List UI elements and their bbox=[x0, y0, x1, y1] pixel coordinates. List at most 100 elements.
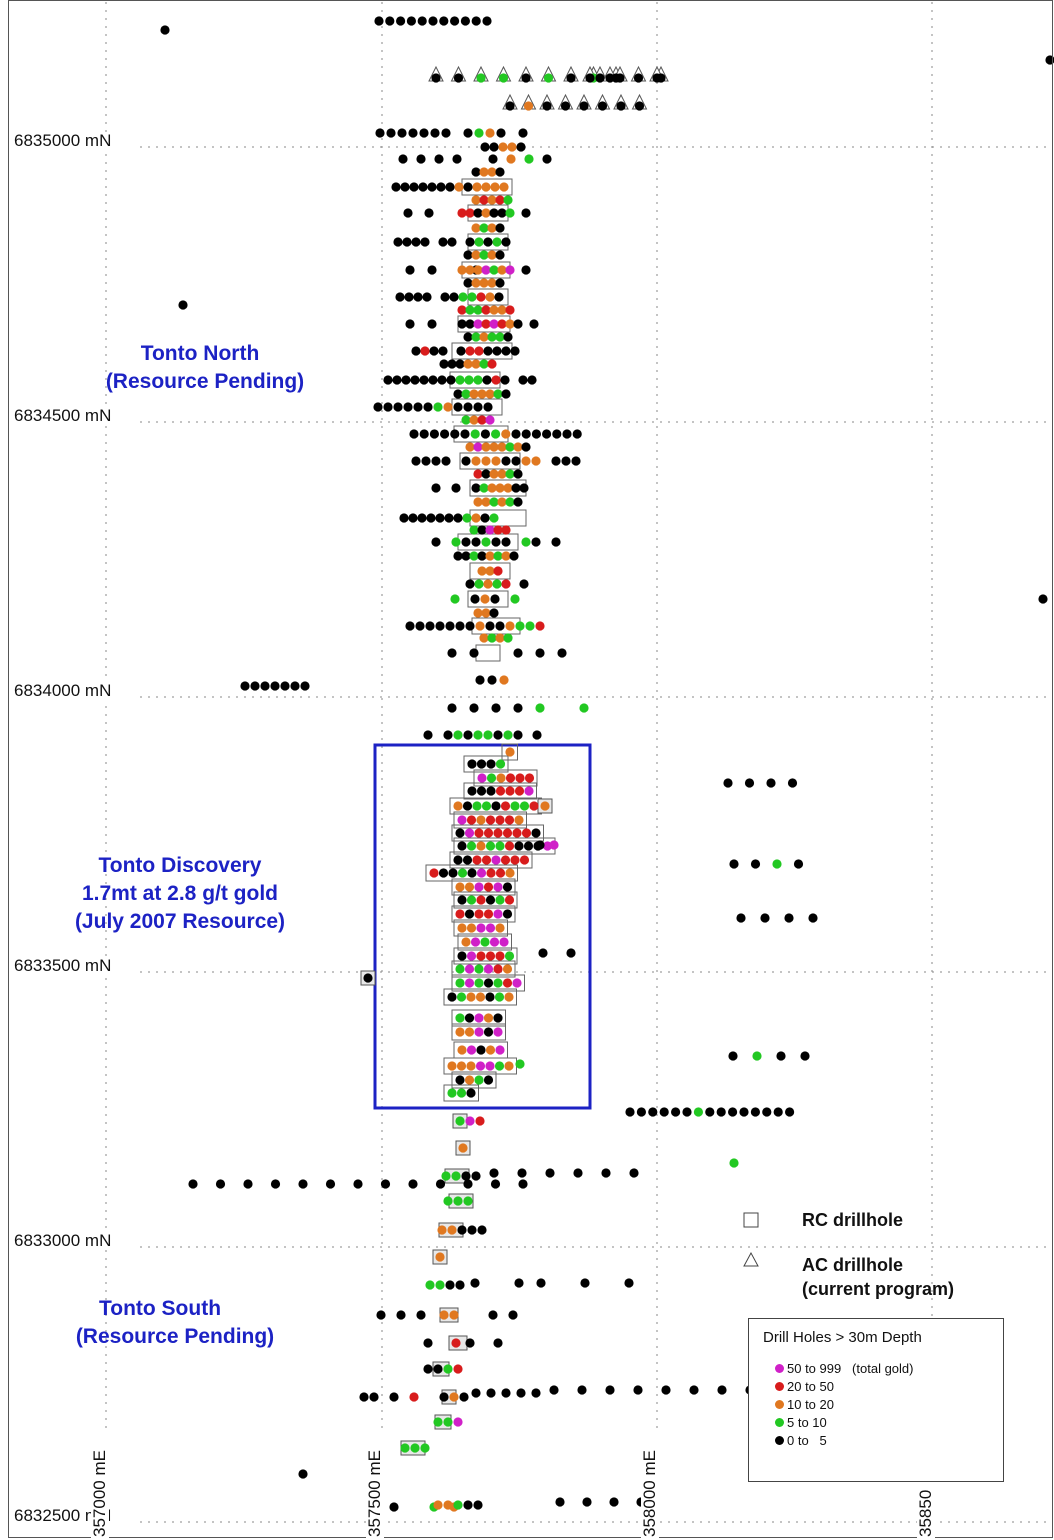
drillhole-collar bbox=[671, 1107, 681, 1117]
drillhole-collar bbox=[634, 101, 645, 111]
drillhole-collar bbox=[750, 859, 761, 869]
drillhole-collar bbox=[395, 292, 405, 302]
drillhole-collar bbox=[505, 868, 515, 878]
drillhole-collar bbox=[445, 1280, 455, 1290]
drillhole-collar bbox=[438, 237, 448, 247]
drillhole-collar bbox=[538, 948, 548, 958]
drillhole-collar bbox=[435, 1280, 445, 1290]
legend-item-green: 5 to 10 bbox=[775, 1415, 827, 1430]
rc-drillhole-square bbox=[443, 1084, 479, 1102]
drillhole-collar bbox=[497, 265, 507, 275]
drillhole-collar bbox=[495, 759, 506, 769]
drillhole-collar bbox=[426, 513, 436, 523]
drillhole-collar bbox=[513, 497, 523, 507]
drillhole-collar bbox=[463, 1500, 473, 1510]
drillhole-collar bbox=[513, 469, 523, 479]
drillhole-collar bbox=[485, 525, 495, 535]
drillhole-collar bbox=[483, 978, 494, 988]
rc-drillhole-square bbox=[453, 891, 518, 909]
drillhole-collar bbox=[453, 855, 463, 865]
drillhole-collar bbox=[453, 801, 463, 811]
drillhole-collar bbox=[659, 1107, 669, 1117]
drillhole-collar bbox=[488, 154, 498, 164]
drillhole-collar bbox=[516, 1388, 526, 1398]
drillhole-collar bbox=[549, 840, 559, 850]
drillhole-collar bbox=[431, 537, 441, 547]
drillhole-collar bbox=[521, 456, 531, 466]
drillhole-collar bbox=[497, 497, 507, 507]
drillhole-collar bbox=[571, 456, 581, 466]
drillhole-collar bbox=[525, 621, 535, 631]
drillhole-collar bbox=[447, 1225, 457, 1235]
drillhole-collar bbox=[808, 913, 818, 923]
drillhole-collar bbox=[393, 237, 403, 247]
drillhole-collar bbox=[793, 859, 804, 869]
grade-legend: Drill Holes > 30m Depth 50 to 999 (total… bbox=[748, 1318, 1004, 1482]
drillhole-collar bbox=[409, 1392, 419, 1402]
drillhole-collar bbox=[423, 402, 433, 412]
drillhole-collar bbox=[524, 154, 534, 164]
drillhole-collar bbox=[479, 195, 489, 205]
drillhole-collar bbox=[455, 359, 465, 369]
drillhole-collar bbox=[504, 992, 514, 1002]
drillhole-collar bbox=[493, 525, 503, 535]
drillhole-collar bbox=[290, 681, 300, 691]
drillhole-collar bbox=[188, 1179, 198, 1189]
zone-label-tonto-north: Tonto North (Resource Pending) bbox=[80, 340, 330, 396]
drillhole-collar bbox=[416, 154, 426, 164]
drillhole-collar bbox=[471, 223, 481, 233]
drillhole-collar bbox=[444, 513, 454, 523]
drillhole-collar bbox=[461, 937, 471, 947]
drillhole-collar bbox=[457, 208, 467, 218]
rc-drillhole-markers bbox=[360, 178, 556, 1456]
drillhole-collar bbox=[479, 359, 489, 369]
drillhole-collar bbox=[495, 923, 505, 933]
drillhole-collar bbox=[443, 1196, 453, 1206]
drillhole-collar bbox=[428, 375, 438, 385]
drillhole-collar bbox=[511, 456, 521, 466]
drillhole-collar bbox=[435, 621, 445, 631]
drillhole-collar bbox=[420, 1443, 430, 1453]
drillhole-collar bbox=[513, 648, 523, 658]
drillhole-collar bbox=[489, 1168, 499, 1178]
drillhole-collar bbox=[447, 992, 457, 1002]
drillhole-collar bbox=[475, 1061, 486, 1071]
drillhole-collar bbox=[480, 429, 490, 439]
drillhole-collar bbox=[465, 346, 475, 356]
drillhole-collar bbox=[446, 375, 456, 385]
orange-dot-icon bbox=[775, 1400, 784, 1409]
drillhole-collar bbox=[466, 992, 476, 1002]
drillhole-collar bbox=[485, 128, 495, 138]
drillhole-collar bbox=[430, 128, 440, 138]
drillhole-collar bbox=[494, 292, 504, 302]
drillhole-collar bbox=[400, 1443, 410, 1453]
drillhole-collar bbox=[439, 359, 449, 369]
drillhole-collar bbox=[506, 154, 516, 164]
rc-drillhole-square bbox=[451, 878, 516, 896]
drillhole-collar bbox=[480, 513, 490, 523]
drillhole-collar bbox=[462, 801, 473, 811]
drillhole-collar bbox=[462, 513, 472, 523]
drillhole-collar bbox=[465, 305, 475, 315]
drillhole-collar bbox=[411, 346, 421, 356]
drillhole-collar bbox=[495, 195, 505, 205]
drillhole-collar bbox=[510, 594, 520, 604]
drillhole-collar bbox=[476, 759, 487, 769]
drillhole-collar bbox=[453, 551, 463, 561]
drillhole-collar bbox=[560, 101, 571, 111]
drillhole-collar bbox=[363, 973, 373, 983]
drillhole-collar bbox=[472, 182, 482, 192]
drillhole-collar bbox=[417, 513, 427, 523]
drillhole-collar bbox=[498, 142, 508, 152]
drillhole-collar bbox=[515, 621, 525, 631]
drillhole-collar bbox=[485, 815, 496, 825]
zone-south-name: Tonto South bbox=[98, 1297, 222, 1320]
drillhole-collar bbox=[431, 73, 441, 83]
drillhole-collar bbox=[502, 828, 513, 838]
drillhole-collar bbox=[495, 633, 505, 643]
drillhole-collar bbox=[436, 182, 446, 192]
drillhole-collar bbox=[487, 250, 497, 260]
drillhole-collar bbox=[497, 305, 507, 315]
drillhole-collar bbox=[457, 305, 467, 315]
drillhole-collar bbox=[469, 551, 479, 561]
